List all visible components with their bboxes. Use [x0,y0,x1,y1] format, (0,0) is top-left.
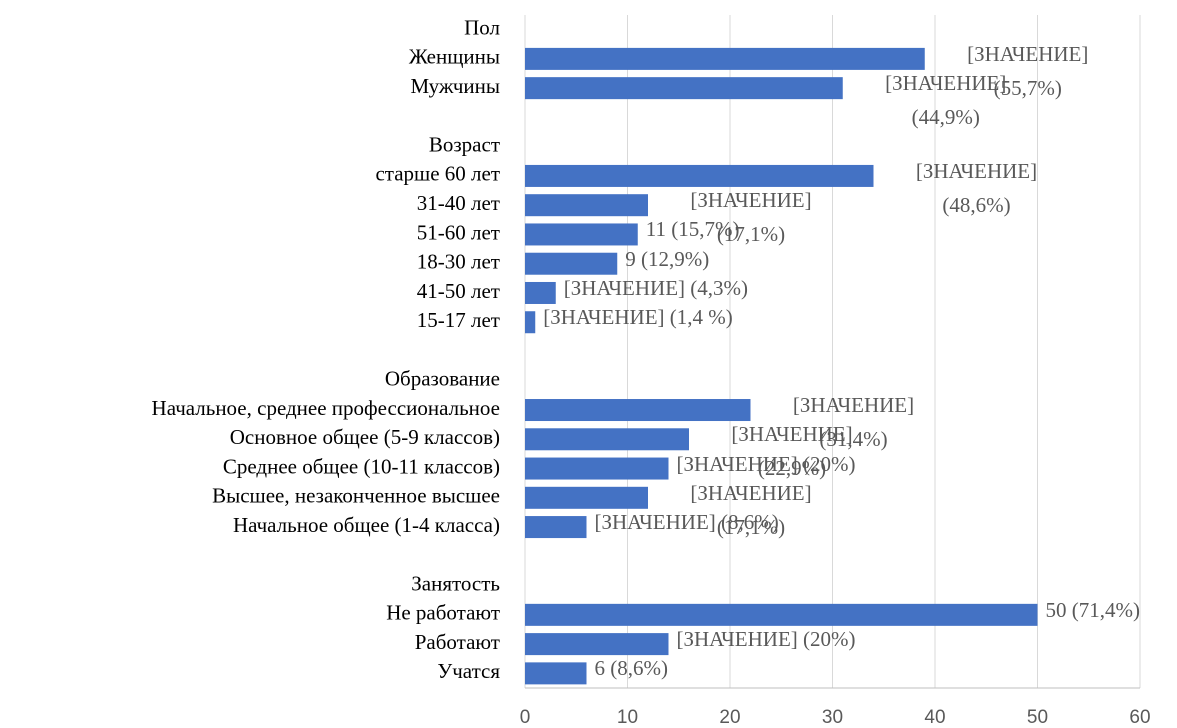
x-tick-label: 20 [719,707,740,728]
bar [525,77,843,100]
y-tick-label: Не работают [386,601,500,625]
value-label: 50 (71,4%) [1045,597,1140,622]
value-label: [ЗНАЧЕНИЕ] (20%) [676,627,856,652]
value-label: [ЗНАЧЕНИЕ] (1,4 %) [543,305,733,330]
bar [525,311,536,334]
bar [525,164,874,187]
y-tick-label: Основное общее (5-9 классов) [230,425,500,449]
bar [525,194,648,217]
y-tick-label: Женщины [409,45,500,69]
bar [525,252,618,275]
x-tick-label: 10 [617,707,638,728]
bar [525,281,556,304]
bar [525,47,925,70]
value-label: 11 (15,7%) [645,217,740,242]
bar [525,457,669,480]
y-tick-label: Высшее, незаконченное высшее [212,484,500,508]
y-tick-label: Среднее общее (10-11 классов) [223,454,500,478]
bar [525,603,1038,626]
y-tick-label: Начальное, среднее профессиональное [152,396,500,420]
y-tick-label: 18-30 лет [417,250,500,274]
y-tick-label: Работают [415,630,500,654]
x-tick-label: 50 [1027,707,1048,728]
y-tick-label: Занятость [411,571,500,595]
value-label: [ЗНАЧЕНИЕ] (17,1%) [690,188,812,247]
y-tick-label: 41-50 лет [417,279,500,303]
bar [525,662,587,685]
bar [525,428,689,451]
y-tick-label: 51-60 лет [417,220,500,244]
y-tick-label: Начальное общее (1-4 класса) [233,513,500,537]
value-label: [ЗНАЧЕНИЕ] (44,9%) [885,71,1007,130]
value-label: 9 (12,9%) [625,246,710,271]
value-label: [ЗНАЧЕНИЕ] (8,6%) [594,510,779,535]
value-label: [ЗНАЧЕНИЕ] (17,1%) [690,480,812,539]
value-label: [ЗНАЧЕНИЕ] (20%) [676,451,856,476]
y-tick-label: Образование [385,367,500,391]
bar [525,399,751,422]
y-tick-label: Пол [464,15,500,39]
x-tick-label: 40 [924,707,945,728]
value-label: [ЗНАЧЕНИЕ] (55,7%) [967,41,1089,100]
y-tick-label: Мужчины [410,74,500,98]
x-tick-label: 60 [1129,707,1150,728]
value-label: [ЗНАЧЕНИЕ] (31,4%) [792,393,915,452]
value-label: [ЗНАЧЕНИЕ] (4,3%) [563,275,749,300]
value-label: 6 (8,6%) [594,656,668,681]
value-label: [ЗНАЧЕНИЕ] (22,9%) [731,422,853,481]
x-tick-label: 0 [520,707,531,728]
bar [525,633,669,656]
bar [525,516,587,539]
y-tick-label: 31-40 лет [417,191,500,215]
y-tick-label: старше 60 лет [375,162,500,186]
x-tick-label: 30 [822,707,843,728]
value-label: [ЗНАЧЕНИЕ] (48,6%) [915,158,1038,217]
y-tick-label: Учатся [437,659,500,683]
bar [525,223,638,246]
bar [525,486,648,509]
y-tick-label: 15-17 лет [417,308,500,332]
y-tick-label: Возраст [429,132,500,156]
